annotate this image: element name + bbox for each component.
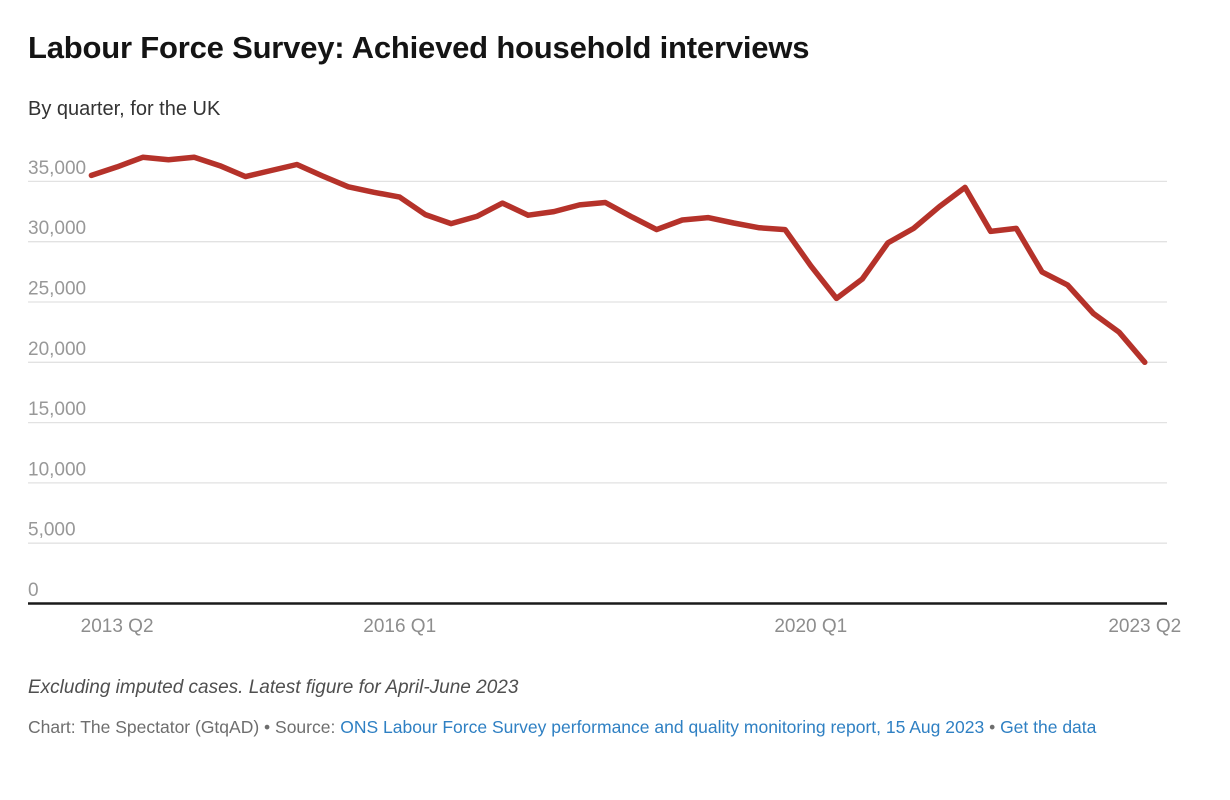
credit-byline: Chart: The Spectator (GtqAD) — [28, 717, 260, 737]
x-axis-tick-label: 2023 Q2 — [1108, 616, 1181, 637]
x-axis-tick-label: 2020 Q1 — [774, 616, 847, 637]
source-label: Source: — [275, 717, 341, 737]
source-link[interactable]: ONS Labour Force Survey performance and … — [340, 717, 985, 737]
y-axis-tick-label: 25,000 — [28, 279, 86, 300]
chart-subtitle: By quarter, for the UK — [28, 98, 221, 120]
chart-credit: Chart: The Spectator (GtqAD) • Source: O… — [28, 714, 1188, 740]
y-axis-tick-label: 0 — [28, 580, 39, 601]
y-axis-tick-label: 10,000 — [28, 459, 86, 480]
credit-separator: • — [259, 717, 276, 737]
credit-separator-2: • — [984, 717, 1001, 737]
line-chart: 0 5,000 10,000 15,000 20,000 25,000 30,000 35,0… — [28, 154, 1181, 637]
chart-title: Labour Force Survey: Achieved household … — [28, 30, 810, 65]
y-axis-tick-label: 20,000 — [28, 339, 86, 360]
y-axis-tick-label: 35,000 — [28, 158, 86, 179]
chart-note: Excluding imputed cases. Latest figure f… — [28, 677, 519, 698]
x-axis-tick-label: 2013 Q2 — [81, 616, 154, 637]
y-axis-tick-label: 30,000 — [28, 218, 86, 239]
get-the-data-link[interactable]: Get the data — [1000, 717, 1097, 737]
data-line-series — [88, 154, 1148, 366]
y-axis-tick-label: 5,000 — [28, 520, 76, 541]
x-axis-tick-label: 2016 Q1 — [363, 616, 436, 637]
y-axis-tick-label: 15,000 — [28, 399, 86, 420]
